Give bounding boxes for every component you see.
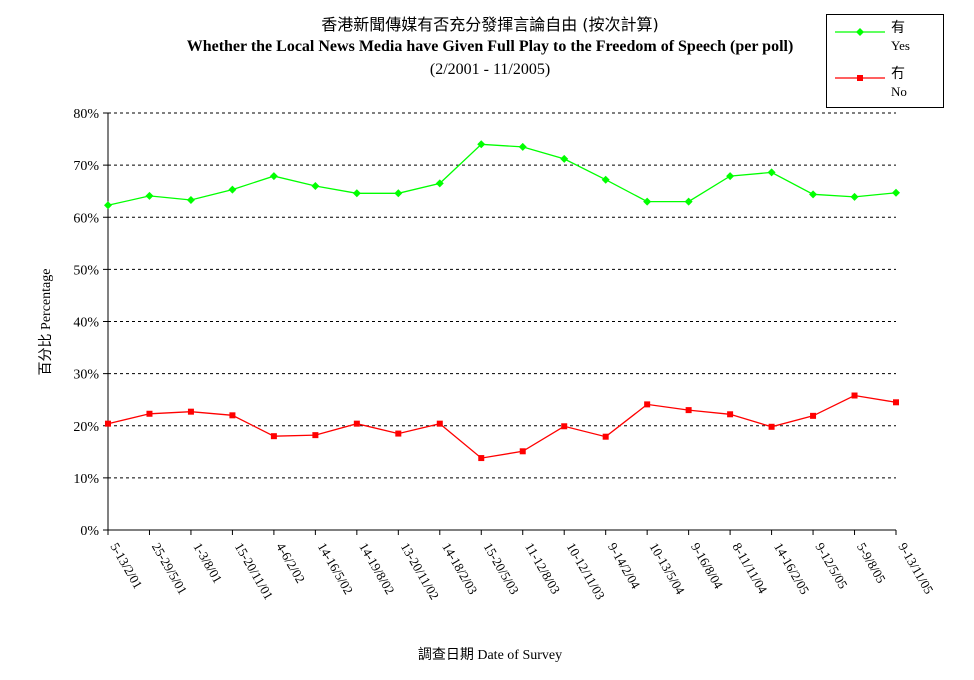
x-tick-label: 15-20/11/01	[232, 540, 277, 602]
data-point-no	[270, 433, 277, 440]
chart-legend: 有 Yes 冇 No	[826, 14, 944, 108]
y-tick-label: 10%	[73, 472, 99, 487]
data-point-yes	[435, 179, 444, 188]
x-tick-label: 14-16/2/05	[771, 540, 813, 597]
legend-swatch-yes	[835, 28, 885, 36]
data-point-yes	[892, 188, 900, 197]
data-point-no	[685, 407, 692, 414]
x-tick-label: 10-12/11/03	[564, 540, 609, 602]
data-point-yes	[186, 196, 195, 205]
data-point-yes	[850, 192, 859, 201]
x-axis-title: 調查日期 Date of Survey	[330, 644, 650, 664]
data-point-yes	[726, 172, 735, 181]
y-tick-label: 80%	[73, 107, 99, 122]
x-tick-label: 4-6/2/02	[273, 540, 308, 586]
y-tick-label: 30%	[73, 368, 99, 383]
x-tick-label: 25-29/5/01	[149, 540, 191, 597]
x-tick-label: 5-9/8/05	[854, 540, 889, 586]
data-point-no	[768, 423, 775, 430]
y-tick-label: 50%	[73, 263, 99, 278]
data-point-yes	[518, 142, 527, 151]
y-axis-title-en: Percentage	[39, 268, 54, 330]
data-point-yes	[352, 189, 361, 198]
chart-title-en: Whether the Local News Media have Given …	[186, 38, 794, 55]
series-line-yes	[107, 143, 897, 206]
data-point-yes	[643, 197, 652, 206]
data-point-yes	[311, 181, 320, 190]
x-tick-label: 9-12/5/05	[812, 540, 850, 591]
legend-swatch-no	[835, 75, 885, 81]
data-point-no	[105, 420, 111, 427]
y-tick-label: 0%	[80, 524, 99, 539]
legend-item-yes: 有 Yes	[833, 19, 941, 59]
x-tick-label: 9-16/8/04	[688, 540, 727, 592]
data-point-no	[312, 432, 319, 439]
x-axis-title-en: Date of Survey	[477, 648, 563, 663]
x-axis-title-zh: 調查日期	[417, 647, 474, 663]
y-tick-label: 60%	[73, 211, 99, 226]
data-point-yes	[560, 154, 569, 163]
data-point-no	[644, 401, 651, 408]
data-point-yes	[767, 168, 776, 177]
data-point-yes	[228, 185, 237, 194]
data-point-yes	[145, 191, 154, 200]
y-axis-title: 百分比 Percentage	[35, 269, 55, 376]
x-tick-label: 13-20/11/02	[398, 540, 443, 602]
y-tick-label: 70%	[73, 159, 99, 174]
data-point-no	[353, 420, 360, 427]
x-tick-label: 9-14/2/04	[605, 540, 644, 592]
legend-label-yes-en: Yes	[891, 38, 910, 53]
data-point-no	[478, 455, 485, 462]
series-line-no	[107, 394, 897, 459]
x-tick-label: 1-3/8/01	[190, 540, 225, 586]
y-tick-label: 40%	[73, 316, 99, 331]
chart-title-zh: 香港新聞傳媒有否充分發揮言論自由 (按次計算)	[321, 15, 659, 34]
x-tick-label: 5-13/2/01	[107, 540, 145, 591]
y-axis-title-zh: 百分比	[38, 333, 54, 376]
x-tick-label: 9-13/11/05	[895, 540, 936, 596]
data-point-no	[187, 408, 194, 415]
data-point-no	[561, 423, 568, 430]
data-point-yes	[104, 201, 112, 210]
data-point-no	[893, 399, 899, 406]
x-tick-label: 10-13/5/04	[647, 540, 689, 597]
legend-label-no-zh: 冇	[891, 66, 905, 82]
data-point-no	[519, 448, 526, 455]
legend-label-no-en: No	[891, 84, 907, 99]
legend-label-yes-zh: 有	[891, 20, 905, 36]
data-point-no	[602, 433, 609, 440]
data-point-no	[146, 410, 153, 417]
x-tick-label: 14-18/2/03	[439, 540, 481, 597]
data-point-yes	[269, 172, 278, 181]
data-point-no	[436, 420, 443, 427]
data-point-no	[810, 412, 817, 419]
chart-date-range: (2/2001 - 11/2005)	[429, 61, 551, 78]
data-point-no	[395, 430, 402, 437]
x-tick-label: 15-20/5/03	[481, 540, 523, 597]
legend-item-no: 冇 No	[833, 65, 941, 105]
data-point-no	[727, 411, 734, 418]
data-point-yes	[477, 140, 486, 149]
x-tick-label: 11-12/8/03	[522, 540, 563, 596]
y-tick-label: 20%	[73, 420, 99, 435]
x-tick-label: 8-11/11/04	[730, 540, 771, 597]
x-tick-label: 14-16/5/02	[315, 540, 357, 597]
data-point-yes	[601, 175, 610, 184]
data-point-yes	[809, 190, 818, 199]
data-point-no	[229, 412, 236, 419]
chart-title: 香港新聞傳媒有否充分發揮言論自由 (按次計算) Whether the Loca…	[100, 14, 880, 82]
data-point-yes	[394, 189, 403, 198]
data-point-yes	[684, 197, 693, 206]
data-point-no	[851, 392, 858, 399]
x-tick-label: 14-19/8/02	[356, 540, 398, 597]
